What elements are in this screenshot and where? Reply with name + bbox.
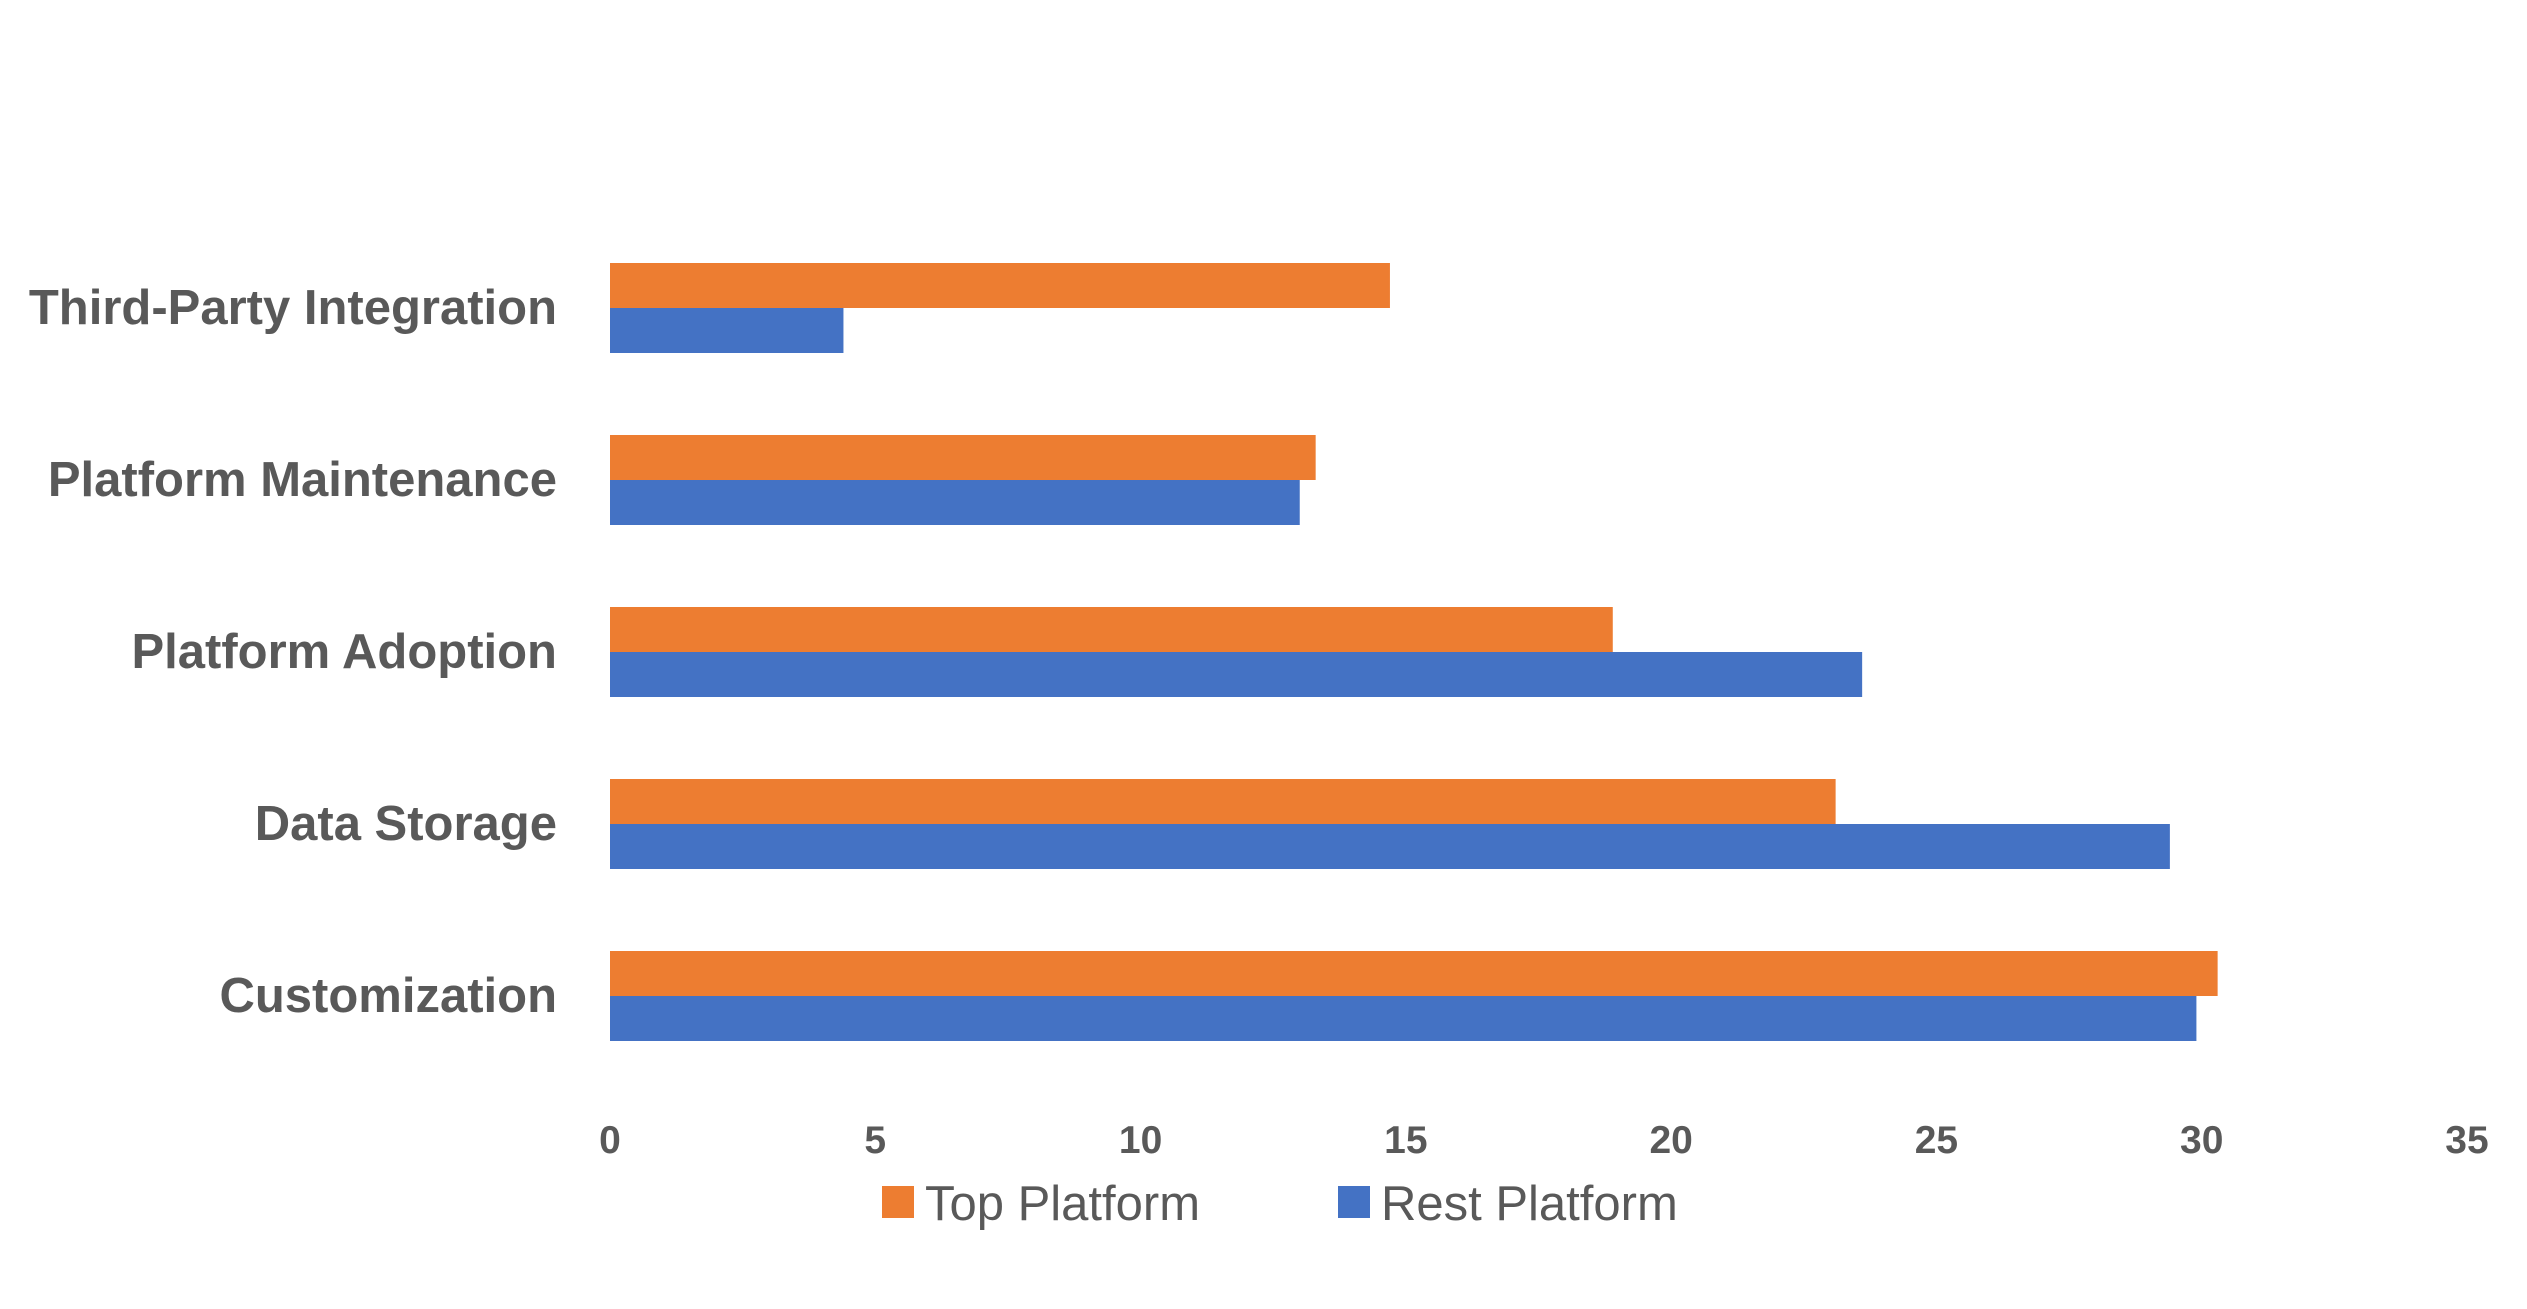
x-tick-label: 25 [1915,1119,1958,1162]
bar-rest-platform-data-storage [610,824,2170,869]
legend-label: Top Platform [925,1177,1200,1231]
bar-top-platform-platform-maintenance [610,435,1316,480]
bar-rest-platform-customization [610,996,2197,1041]
x-tick-label: 10 [1119,1119,1162,1162]
bar-top-platform-third-party-integration [610,263,1390,308]
x-axis-ticks: 0 5 10 15 20 25 30 35 [599,1119,2489,1162]
x-tick-label: 15 [1384,1119,1427,1162]
category-label: Third-Party Integration [29,281,557,335]
legend-swatch [1338,1186,1370,1218]
bar-rest-platform-platform-adoption [610,652,1863,697]
x-tick-label: 0 [599,1119,621,1162]
legend-label: Rest Platform [1381,1177,1678,1231]
bar-top-platform-customization [610,951,2218,996]
bars-group [610,263,2218,1041]
x-tick-label: 20 [1649,1119,1692,1162]
category-label: Platform Adoption [131,625,557,679]
legend: Top Platform Rest Platform [882,1177,1678,1231]
bar-top-platform-platform-adoption [610,607,1613,652]
category-labels: Customization Data Storage Platform Adopti… [29,281,557,1023]
category-label: Customization [219,969,557,1023]
category-label: Data Storage [255,797,557,851]
bar-rest-platform-third-party-integration [610,308,844,353]
category-label: Platform Maintenance [48,453,557,507]
x-tick-label: 30 [2180,1119,2223,1162]
legend-swatch [882,1186,914,1218]
x-tick-label: 5 [864,1119,886,1162]
bar-top-platform-data-storage [610,779,1836,824]
bar-rest-platform-platform-maintenance [610,480,1300,525]
x-tick-label: 35 [2445,1119,2488,1162]
